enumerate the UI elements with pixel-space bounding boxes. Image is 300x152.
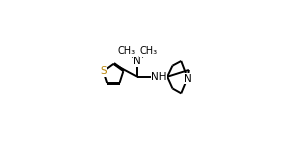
- Text: N: N: [134, 56, 141, 66]
- Text: S: S: [100, 66, 107, 76]
- Text: NH: NH: [151, 72, 167, 82]
- Text: N: N: [184, 74, 192, 83]
- Text: CH₃: CH₃: [140, 46, 158, 56]
- Text: CH₃: CH₃: [118, 46, 136, 56]
